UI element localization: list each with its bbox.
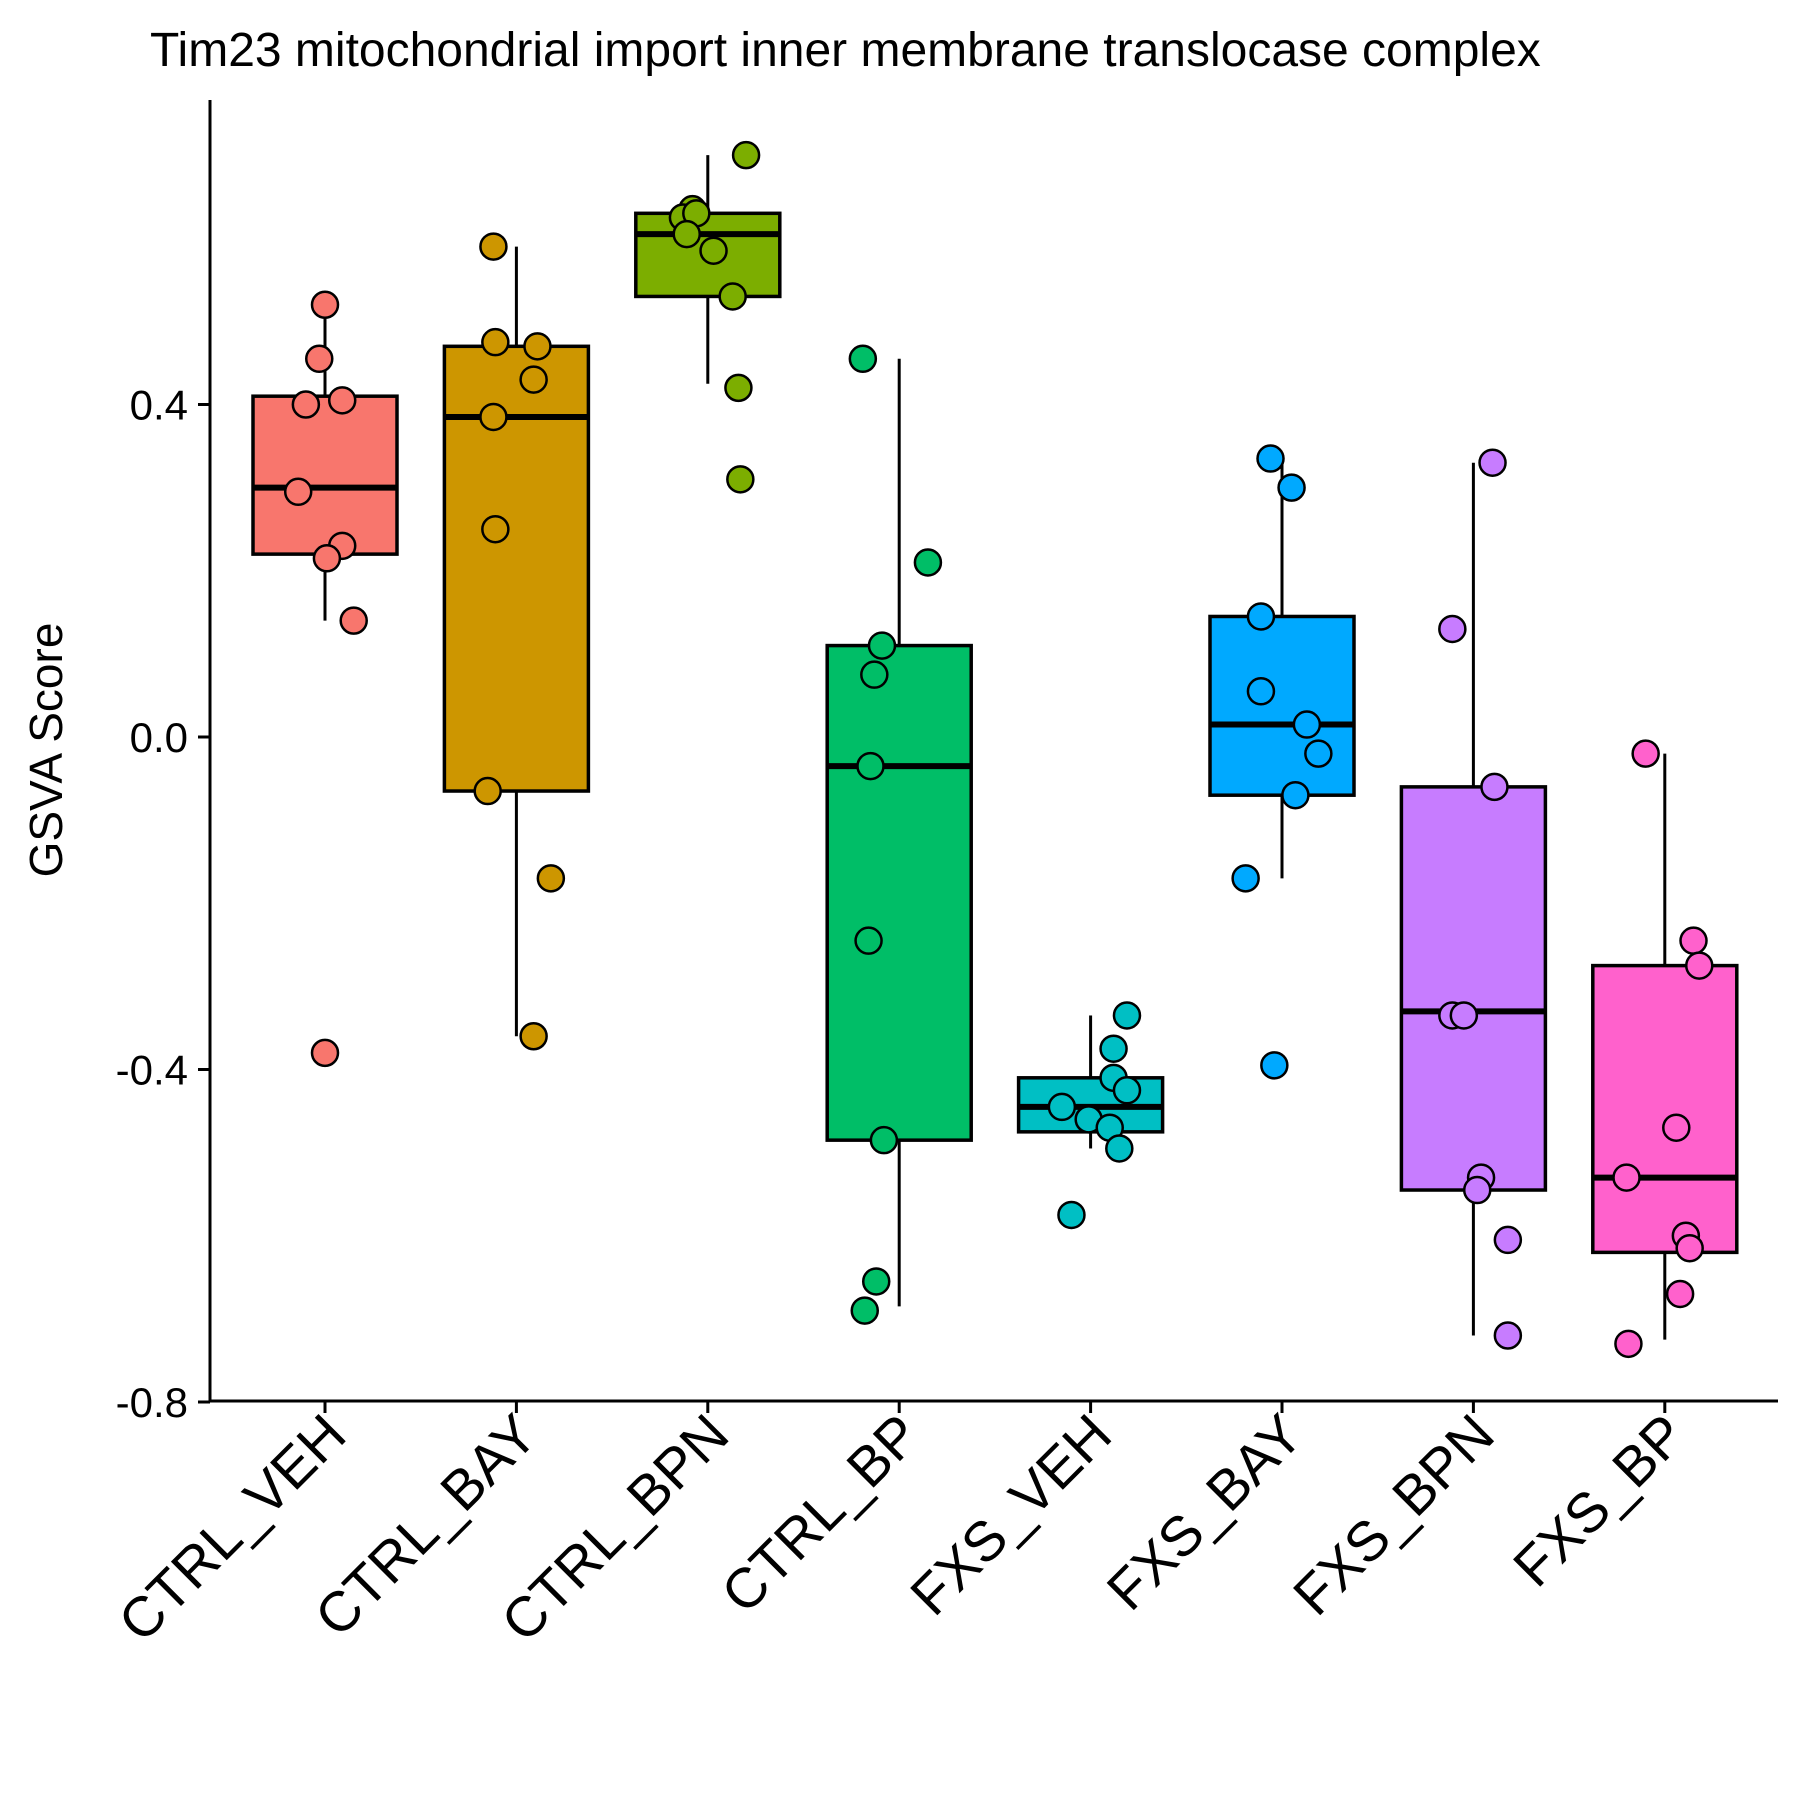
- data-point: [1478, 448, 1507, 477]
- data-point: [1493, 1225, 1523, 1255]
- data-point: [1112, 1001, 1142, 1030]
- data-point: [1281, 780, 1310, 810]
- data-point: [1099, 1034, 1128, 1063]
- data-point: [867, 631, 897, 660]
- y-tick-label: -0.4: [116, 1047, 188, 1094]
- data-point: [718, 282, 747, 311]
- y-tick-label: 0.0: [130, 714, 188, 761]
- boxes: [251, 155, 1739, 1340]
- data-point: [672, 219, 701, 249]
- data-point: [519, 365, 548, 394]
- data-point: [523, 332, 552, 361]
- box-ctrl-bpn: [634, 155, 782, 384]
- data-point: [473, 776, 502, 806]
- data-point: [1631, 739, 1660, 768]
- data-point: [327, 386, 357, 415]
- data-point: [1493, 1321, 1523, 1350]
- data-point: [1105, 1134, 1134, 1163]
- data-point: [861, 1267, 891, 1296]
- data-point: [1246, 677, 1276, 706]
- box-ctrl-veh: [251, 304, 399, 621]
- data-point: [1246, 602, 1276, 631]
- data-point: [860, 660, 889, 689]
- data-point: [481, 514, 510, 544]
- data-point: [1675, 1233, 1704, 1263]
- data-point: [1260, 1051, 1289, 1080]
- data-point: [1112, 1076, 1142, 1105]
- data-point: [339, 606, 368, 635]
- x-tick-label: FXS_BAY: [1095, 1402, 1315, 1622]
- data-point: [1047, 1092, 1077, 1122]
- box-body: [1208, 614, 1356, 797]
- x-tick-label: FXS_BP: [1501, 1402, 1697, 1598]
- x-tick-label: CTRL_BP: [709, 1402, 932, 1625]
- data-point: [1449, 1001, 1479, 1030]
- data-point: [848, 344, 878, 374]
- data-point: [1679, 926, 1708, 955]
- box-fxs-bp: [1591, 753, 1739, 1340]
- box-body: [1399, 785, 1548, 1192]
- data-point: [479, 402, 508, 432]
- box-body: [442, 344, 591, 793]
- data-point: [1685, 951, 1714, 980]
- data-point: [724, 373, 753, 403]
- data-point: [726, 465, 755, 494]
- y-axis-title: GSVA Score: [20, 623, 72, 878]
- box-ctrl-bay: [442, 246, 591, 1037]
- y-ticks: -0.8 -0.4 0.0 0.4: [116, 382, 210, 1426]
- data-point: [913, 548, 943, 577]
- data-points: [283, 140, 1714, 1359]
- data-point: [479, 232, 508, 261]
- x-ticks: CTRL_VEHCTRL_BAYCTRL_BPNCTRL_BPFXS_VEHFX…: [106, 1401, 1697, 1653]
- data-point: [1256, 444, 1285, 473]
- data-point: [310, 290, 340, 319]
- data-point: [1614, 1329, 1643, 1359]
- data-point: [1665, 1279, 1695, 1309]
- x-tick-label: FXS_BPN: [1281, 1402, 1506, 1627]
- data-point: [1438, 614, 1467, 644]
- data-point: [1480, 772, 1509, 802]
- box-fxs-bpn: [1399, 462, 1548, 1336]
- box-body: [1591, 963, 1739, 1255]
- y-tick-label: -0.8: [116, 1379, 188, 1426]
- data-point: [856, 751, 885, 781]
- data-point: [699, 236, 728, 265]
- box-ctrl-bp: [825, 358, 973, 1307]
- data-point: [731, 140, 761, 170]
- data-point: [305, 344, 334, 374]
- data-point: [310, 1038, 340, 1068]
- box-body: [251, 394, 399, 556]
- data-point: [1662, 1113, 1691, 1142]
- data-point: [1277, 473, 1306, 502]
- y-tick-label: 0.4: [130, 382, 188, 429]
- data-point: [1231, 864, 1260, 893]
- box-body: [825, 643, 973, 1142]
- data-point: [1292, 710, 1322, 739]
- data-point: [481, 327, 510, 357]
- data-point: [869, 1125, 899, 1155]
- data-point: [854, 926, 883, 955]
- data-point: [1462, 1175, 1492, 1205]
- data-point: [536, 864, 566, 893]
- box-fxs-bay: [1208, 458, 1356, 879]
- chart-title: Tim23 mitochondrial import inner membran…: [150, 24, 1541, 77]
- data-point: [850, 1296, 879, 1325]
- data-point: [1057, 1200, 1086, 1230]
- x-tick-label: FXS_VEH: [898, 1402, 1123, 1627]
- data-point: [1304, 739, 1333, 768]
- data-point: [312, 544, 342, 573]
- data-point: [519, 1022, 548, 1051]
- data-point: [1612, 1163, 1641, 1192]
- data-point: [283, 477, 313, 507]
- data-point: [291, 390, 321, 419]
